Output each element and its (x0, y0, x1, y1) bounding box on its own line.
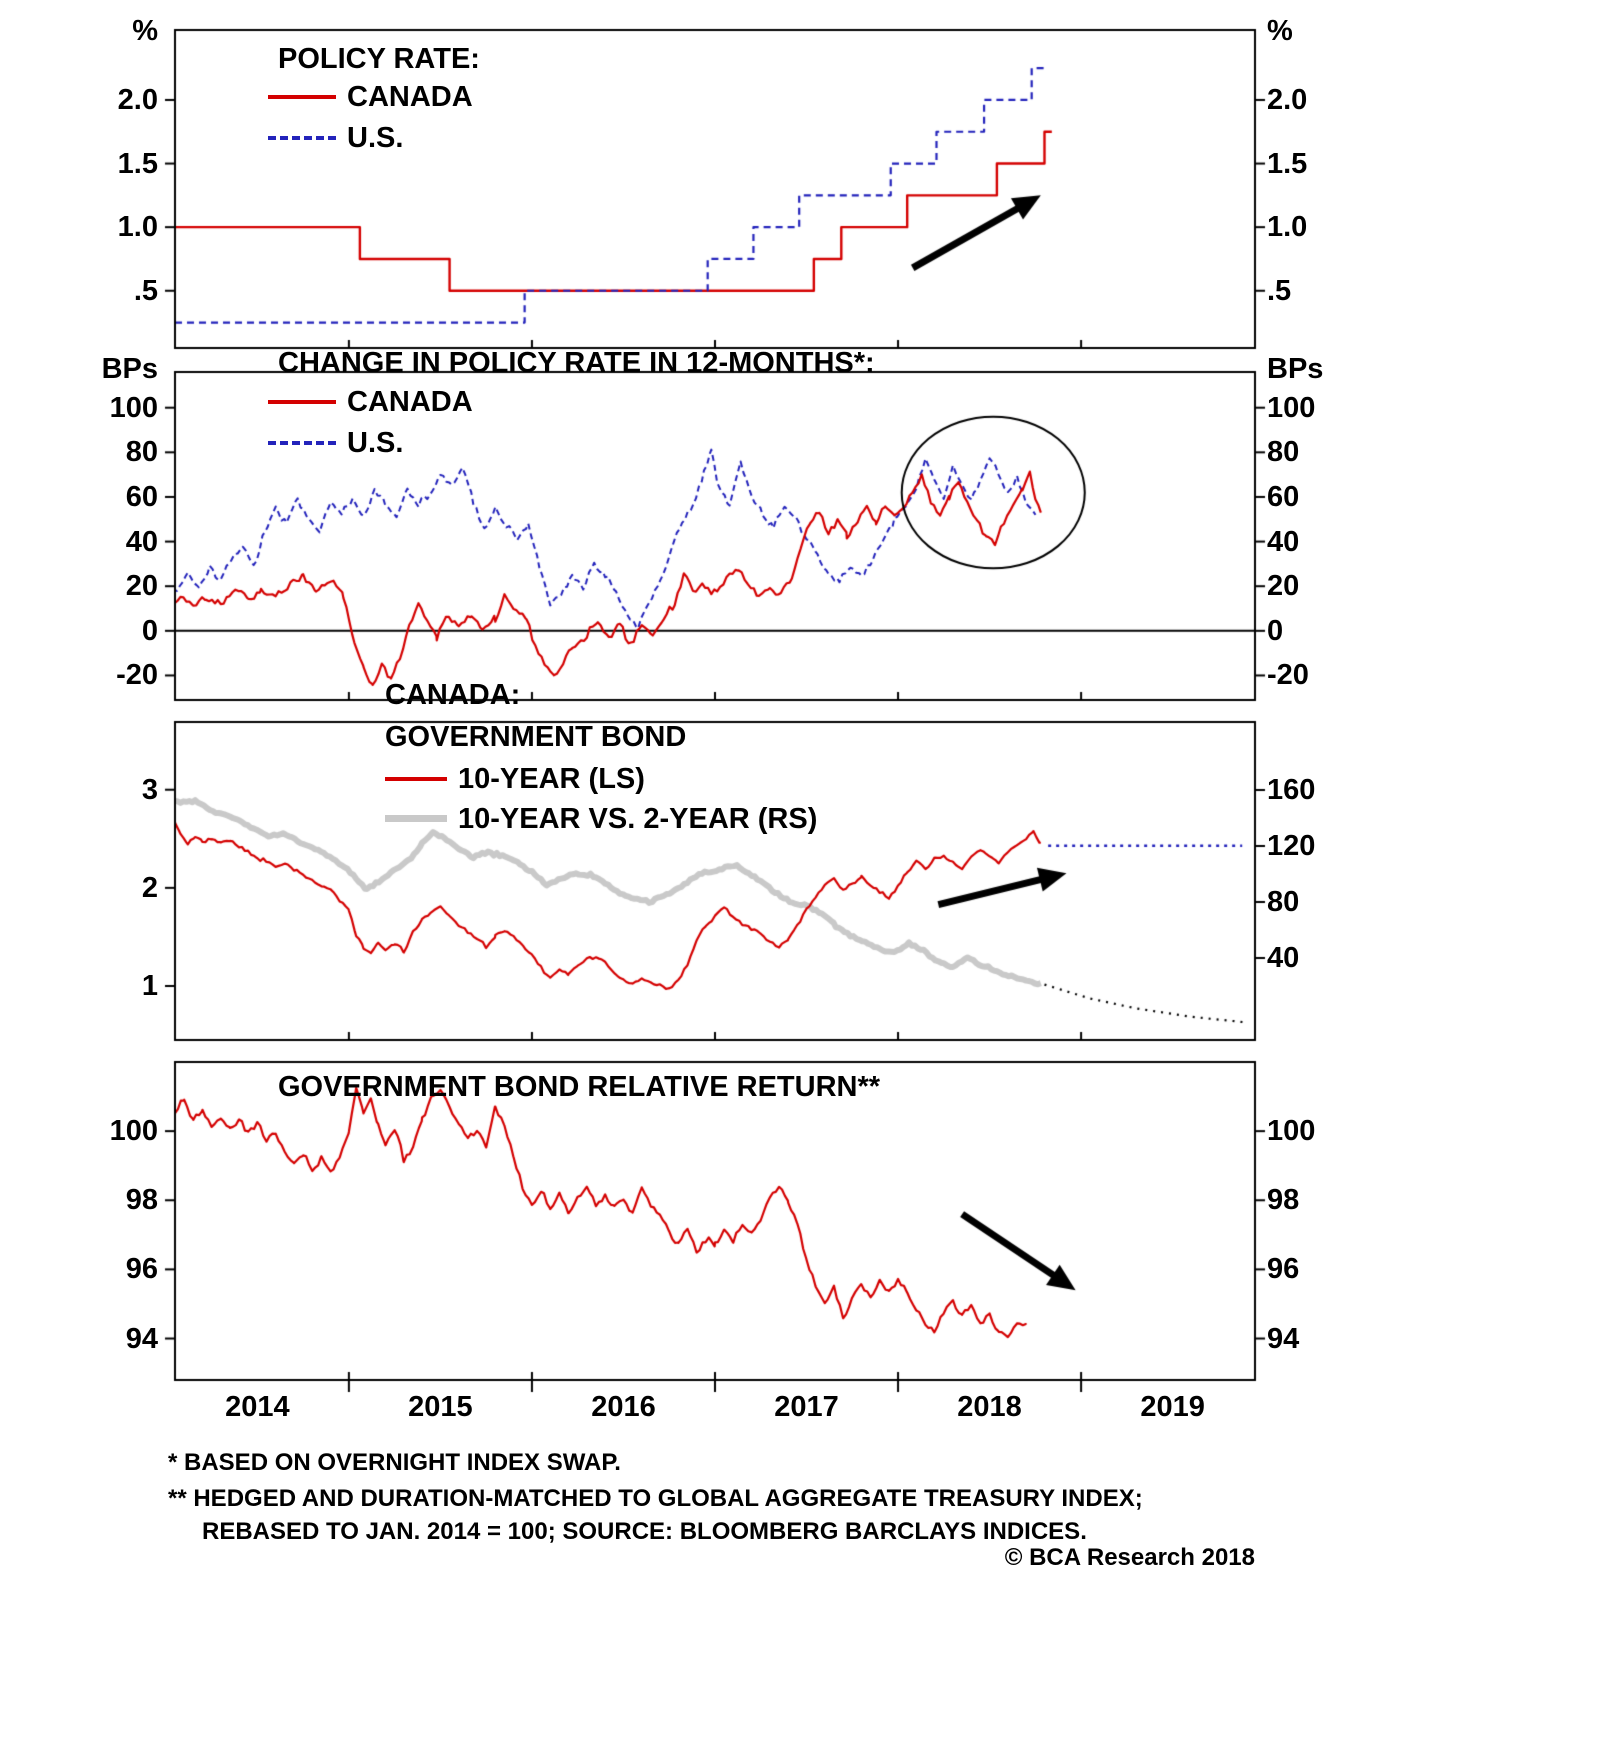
p2-legend-canada-line-icon (268, 400, 336, 404)
y-tick-left-policy-rate-change-12m: 40 (125, 525, 158, 558)
footnote-ois: * BASED ON OVERNIGHT INDEX SWAP. (168, 1449, 621, 1476)
y-tick-right-policy-rate: 2.0 (1267, 83, 1308, 116)
y-tick-right-canada-government-bond: 40 (1267, 941, 1300, 974)
x-tick-year: 2016 (591, 1391, 656, 1423)
p1-legend-us-label: U.S. (347, 122, 404, 154)
y-tick-left-policy-rate-change-12m: 80 (125, 436, 158, 469)
y-tick-right-canada-government-bond: 80 (1267, 885, 1300, 918)
y-tick-right-policy-rate-change-12m: 80 (1267, 436, 1300, 469)
y-tick-left-policy-rate-change-12m: 60 (125, 480, 158, 513)
y-tick-right-government-bond-relative-return: 96 (1267, 1253, 1300, 1286)
y-tick-right-policy-rate-change-12m: 60 (1267, 480, 1300, 513)
y-tick-right-government-bond-relative-return: 94 (1267, 1322, 1300, 1355)
y-tick-right-canada-government-bond: 120 (1267, 830, 1316, 862)
y-tick-left-government-bond-relative-return: 98 (125, 1184, 158, 1217)
p2-legend-us-label: U.S. (347, 427, 404, 459)
y-tick-left-canada-government-bond: 3 (141, 773, 158, 806)
p2-legend-us-line-icon (268, 441, 336, 445)
y-tick-right-canada-government-bond: 160 (1267, 774, 1316, 807)
p3-legend-spread-label: 10-YEAR VS. 2-YEAR (RS) (458, 803, 818, 835)
p1-legend-us-line-icon (268, 136, 336, 140)
p2-unit-left: BPs (101, 353, 158, 385)
y-tick-right-policy-rate-change-12m: 100 (1267, 391, 1316, 424)
y-tick-left-policy-rate: 1.5 (117, 147, 158, 180)
p2-legend-canada-label: CANADA (347, 386, 473, 418)
p2-title: CHANGE IN POLICY RATE IN 12-MONTHS*: (278, 347, 875, 379)
copyright: © BCA Research 2018 (1004, 1544, 1255, 1571)
y-tick-right-policy-rate-change-12m: 0 (1267, 614, 1284, 647)
p2-unit-right: BPs (1267, 353, 1324, 385)
y-tick-left-policy-rate-change-12m: 20 (125, 570, 158, 603)
x-tick-year: 2014 (225, 1391, 290, 1423)
y-tick-left-government-bond-relative-return: 96 (125, 1253, 158, 1286)
p3-title-canada: CANADA: (385, 679, 521, 711)
y-tick-left-policy-rate: 1.0 (117, 211, 158, 244)
y-tick-left-canada-government-bond: 2 (141, 871, 158, 904)
y-tick-right-policy-rate-change-12m: -20 (1267, 659, 1309, 692)
x-tick-year: 2017 (774, 1391, 839, 1423)
y-tick-right-policy-rate-change-12m: 20 (1267, 570, 1300, 603)
p3-legend-spread-line-icon (385, 815, 447, 822)
y-tick-left-government-bond-relative-return: 100 (109, 1115, 158, 1148)
y-tick-left-policy-rate: 2.0 (117, 83, 158, 116)
y-tick-left-policy-rate-change-12m: -20 (116, 659, 158, 692)
p1-unit-right: % (1267, 15, 1293, 47)
x-tick-year: 2019 (1140, 1391, 1205, 1423)
x-tick-year: 2015 (408, 1391, 473, 1423)
x-tick-year: 2018 (957, 1391, 1022, 1423)
p1-title: POLICY RATE: (278, 43, 480, 75)
p1-legend-canada-line-icon (268, 95, 336, 99)
p3-legend-10y-label: 10-YEAR (LS) (458, 763, 645, 795)
p3-title-government-bond: GOVERNMENT BOND (385, 721, 687, 753)
y-tick-left-government-bond-relative-return: 94 (125, 1322, 158, 1355)
p4-title: GOVERNMENT BOND RELATIVE RETURN** (278, 1071, 881, 1103)
y-tick-right-policy-rate: 1.0 (1267, 211, 1308, 244)
y-tick-right-policy-rate: .5 (1267, 274, 1292, 307)
footnote-hedged: ** HEDGED AND DURATION-MATCHED TO GLOBAL… (168, 1485, 1143, 1512)
y-tick-left-policy-rate-change-12m: 100 (109, 391, 158, 424)
y-tick-right-policy-rate-change-12m: 40 (1267, 525, 1300, 558)
y-tick-left-policy-rate-change-12m: 0 (141, 614, 158, 647)
y-tick-left-canada-government-bond: 1 (141, 970, 158, 1003)
p1-unit-left: % (132, 15, 158, 47)
p3-legend-10y-line-icon (385, 777, 447, 781)
p1-legend-canada-label: CANADA (347, 81, 473, 113)
y-tick-right-policy-rate: 1.5 (1267, 147, 1308, 180)
y-tick-right-government-bond-relative-return: 98 (1267, 1184, 1300, 1217)
y-tick-left-policy-rate: .5 (133, 274, 158, 307)
footnote-rebased-source: REBASED TO JAN. 2014 = 100; SOURCE: BLOO… (202, 1518, 1087, 1545)
y-tick-right-government-bond-relative-return: 100 (1267, 1115, 1316, 1148)
